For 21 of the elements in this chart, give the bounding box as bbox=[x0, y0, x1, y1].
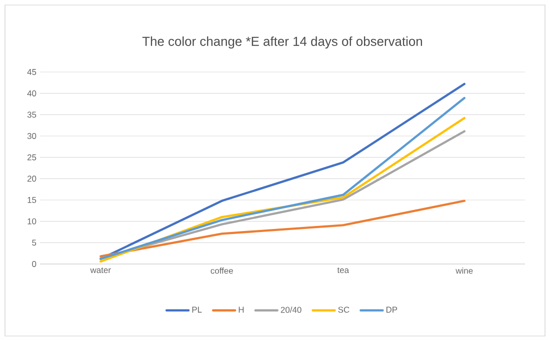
y-tick-label: 30 bbox=[27, 133, 36, 139]
y-tick-label: 40 bbox=[27, 90, 36, 96]
y-tick-label: 10 bbox=[28, 218, 36, 224]
x-tick-label: coffee bbox=[210, 268, 233, 274]
legend-label: PL bbox=[192, 306, 202, 313]
x-tick-label: water bbox=[90, 268, 111, 274]
y-tick-label: 0 bbox=[32, 261, 36, 267]
y-tick-label: 20 bbox=[27, 176, 36, 182]
y-tick-label: 5 bbox=[32, 240, 36, 246]
x-tick-label: wine bbox=[456, 268, 473, 274]
x-tick-label: tea bbox=[337, 268, 350, 274]
y-tick-label: 45 bbox=[27, 69, 36, 75]
legend-label: H bbox=[238, 306, 244, 313]
chart-title: The color change *E after 14 days of observation bbox=[142, 36, 422, 49]
line-series bbox=[100, 200, 466, 258]
legend-label: DP bbox=[386, 306, 398, 313]
legend-label: SC bbox=[338, 306, 350, 313]
legend-label: 20/40 bbox=[280, 306, 302, 313]
y-tick-label: 15 bbox=[28, 197, 36, 203]
y-tick-label: 35 bbox=[27, 112, 36, 118]
y-tick-label: 25 bbox=[27, 154, 36, 160]
